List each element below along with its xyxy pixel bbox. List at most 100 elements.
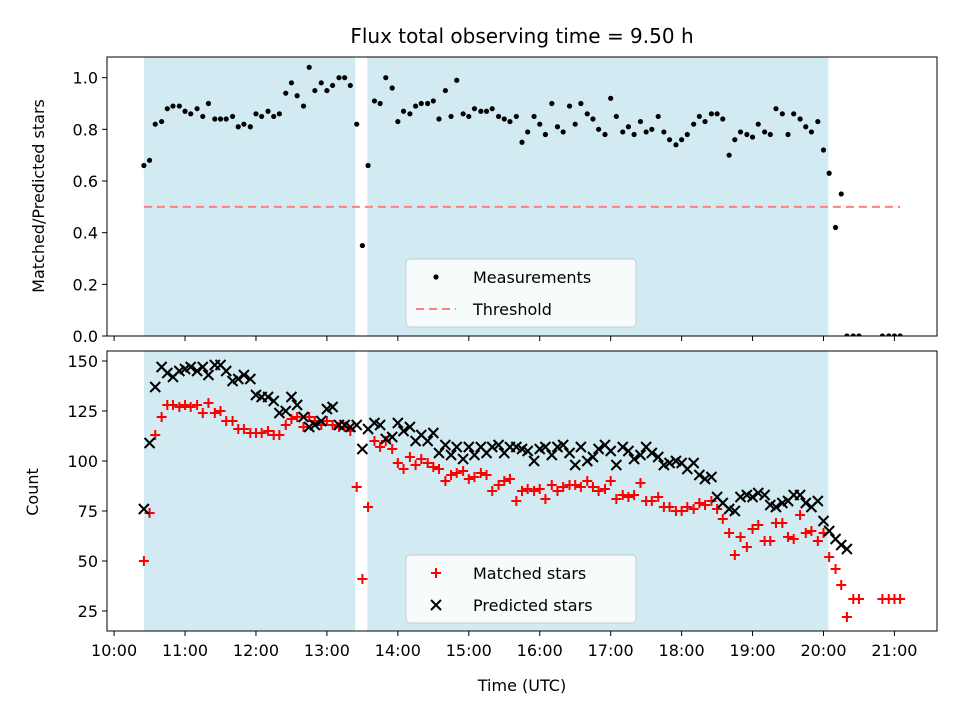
measurement-point [418,100,424,107]
matched-star-point [600,484,610,494]
matched-star-point [517,486,527,496]
predicted-star-point [326,401,339,413]
measurement-point [897,333,903,336]
predicted-star-point [699,473,711,485]
measurement-point [673,142,679,148]
matched-star-point [783,532,794,542]
measurement-point [732,137,738,143]
measurement-point [720,116,726,122]
predicted-star-point [800,497,812,509]
measurement-point [383,75,389,81]
measurement-point [560,129,566,135]
matched-star-point [511,496,522,506]
measurement-point [259,113,265,120]
measurement-point [200,113,206,120]
measurement-point [602,131,608,138]
matched-star-point [635,478,646,488]
predicted-star-point [427,427,440,439]
predicted-star-point [705,471,718,483]
predicted-star-point [652,451,664,463]
measurement-point [146,157,153,163]
measurement-point [271,113,277,120]
measurement-point [329,82,336,89]
predicted-star-point [557,439,569,451]
matched-star-point [197,408,208,418]
matched-star-point [280,420,291,430]
predicted-star-point [392,417,404,429]
predicted-star-point [734,491,747,503]
measurement-point [661,129,667,135]
predicted-star-point [161,367,174,379]
measurement-point [253,111,259,117]
measurement-point [164,106,170,112]
x-tick-label: 17:00 [588,641,634,660]
measurement-point [194,106,200,112]
y-tick-label: 25 [78,602,98,621]
predicted-star-point [758,489,771,501]
measurement-point [217,116,224,122]
measurement-point [336,75,342,81]
matched-star-point [795,510,806,520]
predicted-star-point [220,365,232,377]
measurement-point [141,162,147,169]
predicted-star-point [356,443,369,455]
predicted-star-point [468,449,481,461]
predicted-star-point [746,491,759,503]
legend-label: Threshold [472,300,552,319]
matched-star-point [546,480,557,490]
matched-star-point [694,498,705,508]
measurement-point [879,333,885,336]
measurement-point [525,129,531,135]
y-tick-label: 75 [78,502,98,521]
predicted-star-point [397,425,410,437]
measurement-point [365,162,371,169]
measurement-point [235,124,241,130]
measurement-point [489,106,495,112]
measurement-point [702,118,708,125]
matched-star-point [777,518,788,528]
measurement-point [767,131,773,138]
measurement-point [223,116,229,122]
predicted-star-point [770,501,782,513]
legend-label: Matched stars [473,564,586,583]
matched-star-point [593,486,604,496]
matched-star-point [422,458,433,468]
measurement-point [620,129,626,135]
legend-label: Predicted stars [473,596,593,615]
matched-star-point [392,458,403,468]
predicted-star-point [628,453,640,465]
measurement-point [247,124,253,130]
matched-star-point [575,482,586,492]
matched-star-point [416,454,427,464]
x-tick-label: 10:00 [91,641,137,660]
matched-star-point [286,414,297,424]
measurement-point [412,103,419,109]
measurement-point [300,103,307,109]
matched-star-point [570,480,581,490]
matched-star-point [753,520,764,530]
matched-star-point [824,552,835,562]
matched-star-point [174,402,185,412]
measurement-point [832,224,839,231]
predicted-star-point [463,441,475,453]
measurement-point [886,333,892,336]
measurement-point [844,333,850,336]
y-tick-label: 0.2 [73,275,98,294]
matched-star-point [664,502,675,512]
measurement-point [596,126,602,132]
x-tick-label: 19:00 [730,641,776,660]
measurement-point [625,124,632,130]
matched-star-point [487,486,498,496]
matched-star-point [203,398,214,408]
measurement-point [519,139,525,145]
predicted-star-point [268,395,280,407]
x-axis-label: Time (UTC) [477,676,566,695]
matched-star-point [841,612,852,622]
predicted-star-point [617,441,629,453]
predicted-star-point [380,433,392,445]
matched-star-point [375,442,386,452]
predicted-star-point [309,419,321,431]
predicted-star-point [149,381,161,393]
matched-star-point [522,484,533,494]
measurement-point [359,242,365,249]
